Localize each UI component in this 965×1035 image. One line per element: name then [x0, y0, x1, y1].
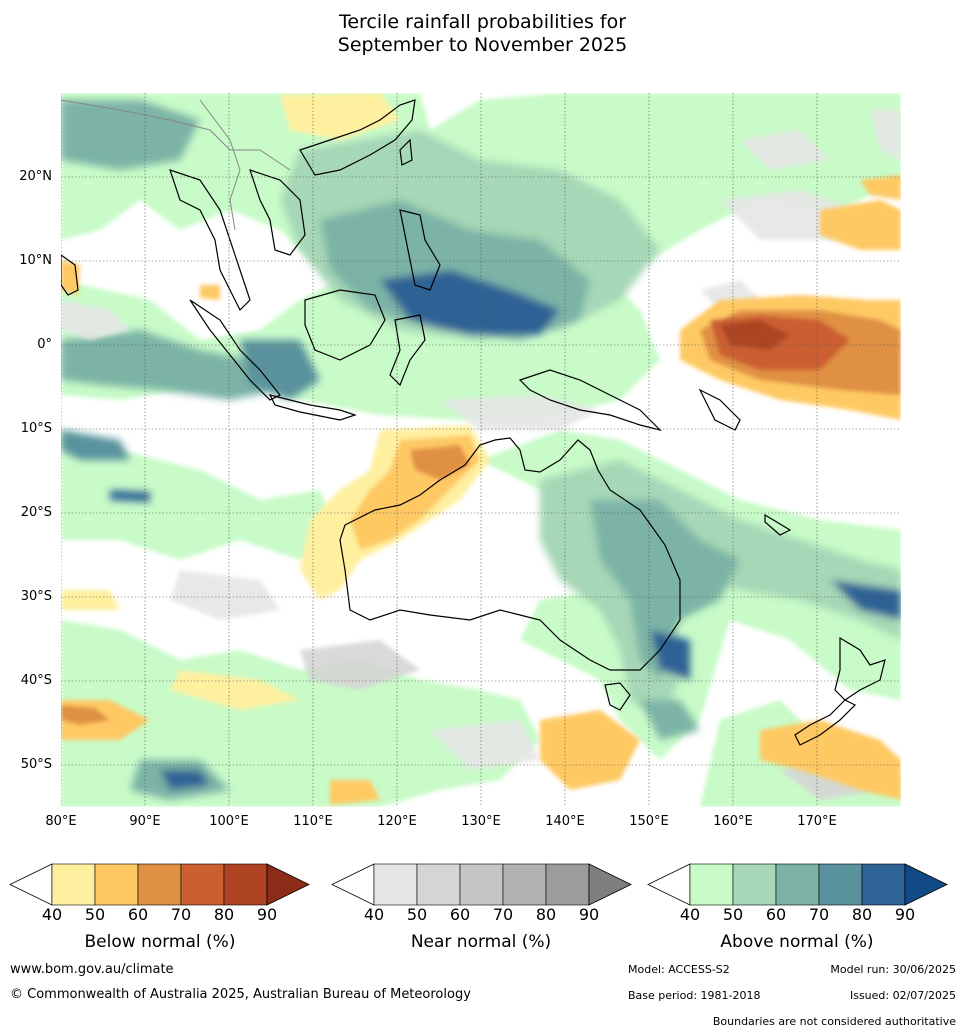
- footer-model-run: Model run: 30/06/2025: [830, 963, 956, 976]
- taiwan-outline: [399, 138, 413, 166]
- longitude-tick-label: 100°E: [209, 814, 249, 829]
- legend-tick-label: 40: [363, 905, 385, 924]
- legend-tick-label: 90: [894, 905, 916, 924]
- legend-tick-label: 80: [851, 905, 873, 924]
- tasmania-outline: [604, 682, 631, 711]
- legend-lower-extension: [647, 863, 691, 906]
- legend-color-swatch: [223, 863, 268, 906]
- rainfall-probability-map: [61, 93, 901, 807]
- new-guinea-outline: [518, 369, 662, 432]
- legend-color-swatch: [416, 863, 461, 906]
- longitude-tick-label: 160°E: [713, 814, 753, 829]
- legend-tick-label: 50: [84, 905, 106, 924]
- footer-website-link[interactable]: www.bom.gov.au/climate: [10, 962, 174, 977]
- legend-tick-label: 60: [449, 905, 471, 924]
- legend-color-swatch: [818, 863, 863, 906]
- vietnam-outline: [249, 169, 306, 256]
- legend-color-swatch: [502, 863, 547, 906]
- latitude-tick-label: 0°: [37, 337, 52, 352]
- below-normal-regions: [61, 93, 901, 805]
- legend-upper-extension: [588, 863, 632, 906]
- footer-issued: Issued: 02/07/2025: [849, 989, 956, 1002]
- country-borders: [61, 99, 291, 231]
- legend-tick-label: 70: [808, 905, 830, 924]
- legend-tick-label: 60: [765, 905, 787, 924]
- legend-color-swatch: [689, 863, 734, 906]
- probability-fields: [61, 93, 901, 807]
- sumatra-outline: [189, 299, 281, 401]
- longitude-tick-label: 150°E: [629, 814, 669, 829]
- legend-lower-extension: [331, 863, 375, 906]
- legend-upper-extension: [266, 863, 310, 906]
- map-title-line1: Tercile rainfall probabilities for: [338, 11, 627, 33]
- legend-color-swatch: [459, 863, 504, 906]
- legend-color-swatch: [51, 863, 96, 906]
- legend-tick-label: 80: [213, 905, 235, 924]
- legend-title-near: Near normal (%): [410, 932, 552, 952]
- legend-tick-label: 70: [170, 905, 192, 924]
- latitude-tick-label: 40°S: [20, 673, 52, 688]
- latitude-tick-label: 10°S: [20, 421, 52, 436]
- legend-lower-extension: [9, 863, 53, 906]
- legend-color-swatch: [732, 863, 777, 906]
- india-tip-outline: [61, 254, 79, 296]
- latitude-tick-label: 10°N: [19, 253, 52, 268]
- legend-color-swatch: [775, 863, 820, 906]
- above-normal-strong: [61, 100, 901, 800]
- latitude-tick-label: 20°S: [20, 505, 52, 520]
- new-caledonia-outline: [764, 513, 792, 536]
- legend-color-swatch: [180, 863, 225, 906]
- new-zealand-north-outline: [834, 636, 886, 701]
- indochina-outline: [169, 169, 251, 312]
- longitude-tick-label: 90°E: [129, 814, 161, 829]
- legend-title-below: Below normal (%): [84, 932, 236, 952]
- legend-tick-label: 60: [127, 905, 149, 924]
- legend-tick-label: 40: [679, 905, 701, 924]
- legend-title-above: Above normal (%): [720, 932, 874, 952]
- coastlines: [61, 99, 886, 746]
- new-zealand-south-outline: [794, 699, 857, 746]
- philippines-outline: [399, 209, 441, 291]
- map-title-line2: September to November 2025: [337, 34, 628, 56]
- latitude-tick-label: 20°N: [19, 169, 52, 184]
- solomon-islands-outline: [698, 388, 741, 431]
- longitude-tick-label: 80°E: [45, 814, 77, 829]
- longitude-tick-label: 110°E: [293, 814, 333, 829]
- footer-copyright: © Commonwealth of Australia 2025, Austra…: [10, 987, 471, 1002]
- longitude-tick-label: 130°E: [461, 814, 501, 829]
- graticule: [61, 93, 901, 807]
- legend-color-swatch: [861, 863, 906, 906]
- footer-base-period: Base period: 1981-2018: [628, 989, 761, 1002]
- legend-tick-label: 50: [406, 905, 428, 924]
- sulawesi-outline: [389, 314, 426, 387]
- china-coast-outline: [299, 99, 416, 176]
- legend-tick-label: 70: [492, 905, 514, 924]
- legend-tick-label: 80: [535, 905, 557, 924]
- legend-colorbars: [9, 863, 948, 906]
- legend-color-swatch: [94, 863, 139, 906]
- legend-tick-label: 90: [578, 905, 600, 924]
- longitude-tick-label: 140°E: [545, 814, 585, 829]
- latitude-tick-label: 30°S: [20, 589, 52, 604]
- legend-color-swatch: [137, 863, 182, 906]
- legend-tick-label: 90: [256, 905, 278, 924]
- longitude-tick-label: 120°E: [377, 814, 417, 829]
- legend-tick-label: 50: [722, 905, 744, 924]
- legend-color-swatch: [545, 863, 590, 906]
- java-outline: [268, 394, 357, 421]
- longitude-tick-label: 170°E: [797, 814, 837, 829]
- legend-color-swatch: [373, 863, 418, 906]
- legend-tick-label: 40: [41, 905, 63, 924]
- legend-upper-extension: [904, 863, 948, 906]
- australia-outline: [339, 437, 681, 671]
- footer-model: Model: ACCESS-S2: [628, 963, 730, 976]
- latitude-tick-label: 50°S: [20, 757, 52, 772]
- footer-disclaimer: Boundaries are not considered authoritat…: [712, 1015, 956, 1028]
